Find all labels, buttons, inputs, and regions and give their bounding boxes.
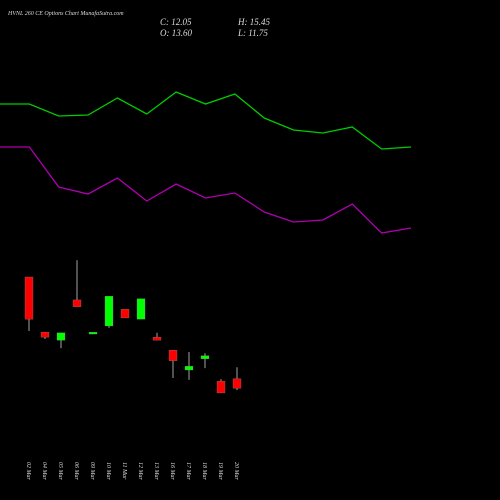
ohlc-open: O: 13.60 [160, 28, 192, 38]
chart-title: HVNL 260 CE Options Chart MunafaSutra.co… [7, 10, 124, 17]
candle-body [72, 299, 82, 307]
x-tick-label: 02 Mar [25, 462, 31, 480]
candle-body [88, 332, 98, 335]
x-tick-label: 05 Mar [57, 462, 63, 480]
candle-body [184, 366, 194, 371]
candle-body [216, 381, 226, 394]
x-tick-label: 13 Mar [153, 462, 159, 480]
x-tick-label: 18 Mar [201, 462, 207, 480]
x-tick-label: 12 Mar [137, 462, 143, 480]
indicator-line [0, 91, 412, 150]
candle-body [56, 332, 66, 341]
candle-body [40, 332, 50, 338]
x-tick-label: 09 Mar [89, 462, 95, 480]
candle-body [232, 378, 242, 389]
x-tick-label: 16 Mar [169, 462, 175, 480]
x-tick-label: 17 Mar [185, 462, 191, 480]
candle-body [120, 309, 130, 319]
candle-body [24, 276, 34, 320]
indicator-line [0, 146, 412, 234]
ohlc-close: C: 12.05 [160, 17, 192, 27]
x-tick-label: 19 Mar [217, 462, 223, 480]
x-tick-label: 11 Mar [121, 462, 127, 480]
candle-body [168, 350, 178, 361]
ohlc-high: H: 15.45 [237, 17, 270, 27]
x-tick-label: 04 Mar [41, 462, 48, 480]
x-tick-label: 10 Mar [105, 462, 111, 480]
candle-body [136, 298, 146, 320]
candle-body [104, 296, 114, 327]
candle-body [200, 355, 210, 359]
candle-body [152, 336, 162, 341]
x-tick-label: 20 Mar [233, 462, 239, 480]
x-tick-label: 06 Mar [73, 462, 79, 480]
ohlc-low: L: 11.75 [237, 28, 268, 38]
